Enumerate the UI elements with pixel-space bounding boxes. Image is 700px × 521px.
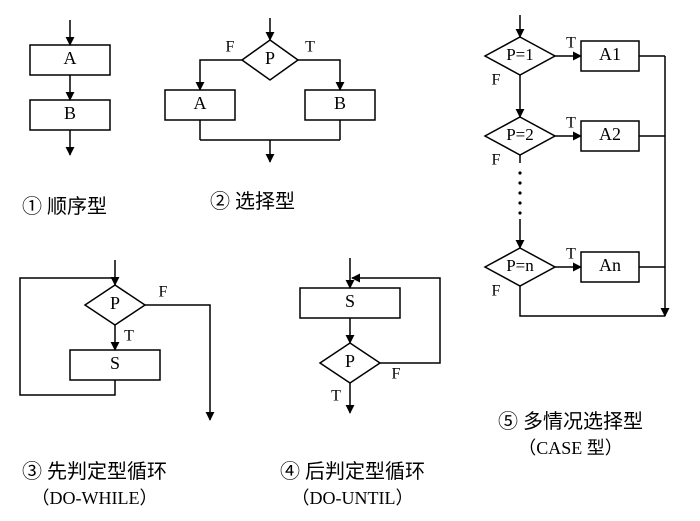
caption-sequential: ① 顺序型 (22, 190, 107, 219)
box-A: A (64, 48, 77, 68)
case-cond-1: P=2 (506, 125, 534, 144)
sel-P: P (265, 48, 275, 68)
case-cond-0: P=1 (506, 45, 534, 64)
case-T-0: T (566, 35, 576, 52)
caption-case-main: ⑤ 多情况选择型 (498, 411, 643, 433)
figure: ABPFTABPFTSSPTFP=1TA1FP=2TA2FP=nTAnF ① 顺… (0, 0, 700, 521)
case-A-0: A1 (599, 44, 621, 64)
caption-selection: ② 选择型 (210, 185, 295, 214)
sel-B: B (334, 93, 346, 113)
dw-S: S (110, 353, 120, 373)
case-A-1: A2 (599, 124, 621, 144)
caption-do-while-sub: （DO-WHILE） (22, 484, 167, 510)
box-B: B (64, 103, 76, 123)
dw-P: P (110, 293, 120, 313)
sel-F: F (226, 39, 235, 56)
case-F-1: F (492, 152, 501, 169)
caption-do-while-main: ③ 先判定型循环 (22, 461, 167, 483)
caption-case: ⑤ 多情况选择型 （CASE 型） (498, 405, 643, 460)
du-S: S (345, 291, 355, 311)
dw-F: F (159, 284, 168, 301)
case-F-0: F (492, 72, 501, 89)
caption-do-until: ④ 后判定型循环 （DO-UNTIL） (280, 455, 425, 510)
caption-do-until-sub: （DO-UNTIL） (280, 484, 425, 510)
case-T-n: T (566, 246, 576, 263)
dw-T: T (124, 328, 134, 345)
sel-T: T (305, 39, 315, 56)
case-A-n: An (599, 255, 621, 275)
du-T: T (331, 388, 341, 405)
du-P: P (345, 351, 355, 371)
du-F: F (392, 366, 401, 383)
case-F-n: F (492, 283, 501, 300)
case-T-1: T (566, 115, 576, 132)
caption-case-sub: （CASE 型） (498, 434, 643, 460)
sel-A: A (194, 93, 207, 113)
caption-do-while: ③ 先判定型循环 （DO-WHILE） (22, 455, 167, 510)
caption-do-until-main: ④ 后判定型循环 (280, 461, 425, 483)
case-cond-n: P=n (506, 256, 534, 275)
